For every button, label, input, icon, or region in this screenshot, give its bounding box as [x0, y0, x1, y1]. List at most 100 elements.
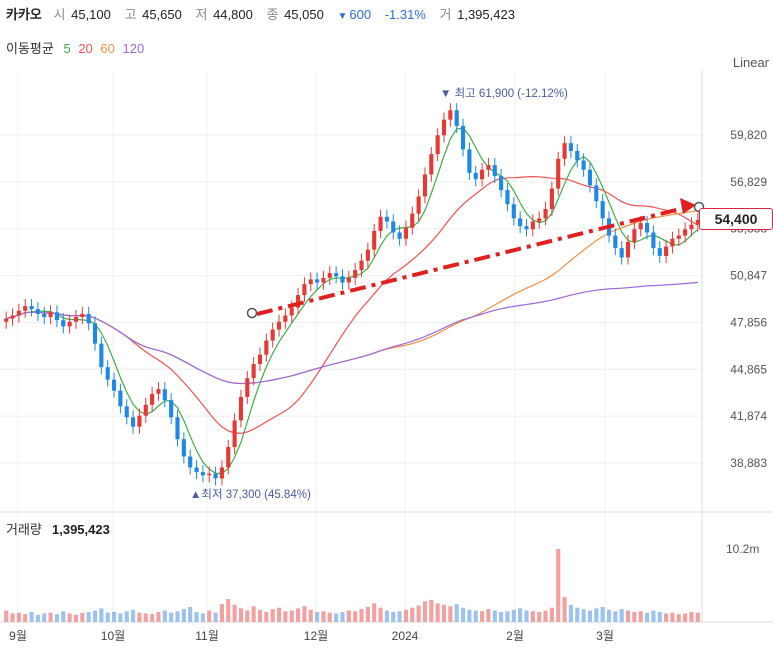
candle [200, 472, 205, 476]
volume-bar [16, 612, 21, 622]
candle [111, 379, 117, 391]
scale-mode-toggle[interactable]: Linear [732, 55, 769, 70]
volume-bar [429, 599, 434, 622]
high-marker-icon: ▼ [440, 88, 455, 100]
candle [80, 313, 85, 318]
volume-bar [575, 607, 580, 622]
volume-bar [657, 611, 662, 622]
volume-bar [296, 608, 301, 622]
volume-bar [448, 606, 453, 622]
candle [48, 312, 53, 318]
candle [29, 306, 34, 310]
volume-bar [422, 601, 428, 622]
volume-bar [346, 610, 351, 622]
close-value: 45,050 [284, 7, 324, 22]
candle [372, 230, 377, 250]
candle [600, 201, 605, 219]
candle [594, 185, 599, 202]
y-tick-label: 41,874 [730, 409, 767, 423]
candle [511, 204, 516, 219]
candle [587, 169, 593, 186]
volume-value: 1,395,423 [52, 522, 110, 537]
close-label: 종 [266, 7, 279, 22]
candle [232, 420, 237, 448]
candle [448, 110, 453, 120]
volume-bar [606, 609, 612, 622]
volume-value: 1,395,423 [457, 7, 515, 22]
volume-bar [118, 613, 123, 622]
volume-bar [143, 613, 148, 622]
volume-bar [105, 612, 110, 622]
candle [632, 229, 637, 242]
candle [226, 447, 231, 468]
candle [67, 321, 72, 327]
candle [568, 143, 573, 151]
candle [23, 306, 28, 311]
candle [619, 248, 624, 258]
volume-bar [251, 606, 256, 622]
volume-bar [48, 612, 53, 622]
volume-bar [124, 611, 129, 622]
y-tick-label: 44,865 [730, 362, 767, 376]
moving-average-title: 이동평균 [6, 41, 54, 56]
candle [416, 196, 421, 214]
moving-average-legend[interactable]: 이동평균 5 20 60 120 [6, 38, 148, 57]
volume-bar [29, 611, 34, 622]
candle [683, 229, 688, 236]
volume-bar [238, 608, 244, 622]
candle [524, 226, 529, 230]
volume-bar [213, 612, 218, 622]
moving-average-lines [6, 127, 699, 474]
volume-bar [587, 610, 593, 622]
x-tick-label: 12월 [304, 629, 328, 643]
candle [156, 389, 161, 394]
volume-bar [200, 613, 205, 622]
volume-bar [460, 607, 466, 622]
volume-bar [651, 610, 656, 622]
volume-bar [600, 606, 605, 622]
volume-bar [391, 611, 396, 622]
volume-bar [397, 611, 402, 622]
volume-bar [162, 610, 167, 622]
current-price-tag: 54,400 [699, 208, 773, 230]
candle [581, 160, 586, 170]
volume-bar [581, 609, 586, 622]
ma-60-label: 60 [100, 41, 115, 56]
volume-bar [378, 607, 383, 622]
candle [137, 415, 142, 427]
candle [410, 213, 415, 228]
candle [689, 224, 694, 230]
candlestick-series [4, 103, 700, 486]
candle [651, 232, 656, 249]
candle [276, 321, 282, 330]
candle [124, 406, 129, 418]
candle [238, 396, 244, 421]
candle [213, 473, 218, 479]
x-tick-label: 3월 [596, 629, 614, 643]
y-tick-label: 38,883 [730, 456, 767, 470]
volume-bar [480, 611, 485, 622]
volume-bar [638, 611, 643, 622]
y-tick-label: 56,829 [730, 175, 767, 189]
volume-bar [410, 607, 415, 622]
volume-bar [695, 612, 700, 622]
candle [676, 235, 681, 239]
candle [518, 218, 523, 227]
candle [245, 378, 250, 397]
volume-bar [156, 611, 161, 622]
volume-bar [308, 609, 313, 622]
volume-bar [492, 610, 497, 622]
candle [613, 235, 618, 249]
candle [549, 188, 554, 209]
volume-bar [42, 613, 47, 622]
trend-arrow-icon [680, 198, 696, 214]
volume-bar [645, 612, 650, 622]
candle [467, 149, 472, 173]
candle [4, 318, 9, 322]
volume-bar [175, 611, 180, 622]
trend-start-handle[interactable] [246, 307, 258, 319]
low-annotation: ▲최저 37,300 (45.84%) [190, 488, 311, 501]
stock-name[interactable]: 카카오 [6, 7, 42, 22]
volume-bar [99, 608, 104, 622]
